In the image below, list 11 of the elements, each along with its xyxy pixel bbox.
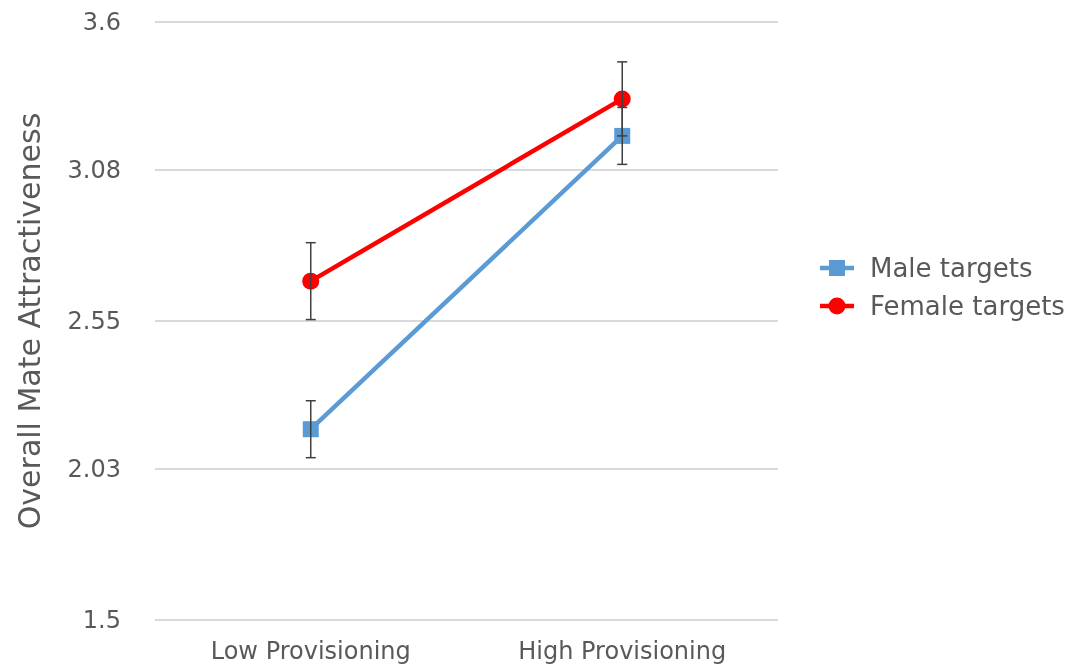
x-tick-label: Low Provisioning (210, 637, 411, 665)
y-tick-label: 1.5 (82, 606, 121, 635)
legend-label: Female targets (870, 291, 1065, 322)
y-tick-label: 3.6 (82, 8, 121, 37)
legend-label: Male targets (870, 253, 1033, 284)
y-tick-label: 3.08 (67, 156, 121, 185)
y-tick-label: 2.55 (67, 307, 121, 336)
y-tick-label: 2.03 (67, 455, 121, 484)
x-tick-label: High Provisioning (518, 637, 727, 665)
y-axis-title: Overall Mate Attractiveness (12, 112, 47, 530)
point (613, 90, 631, 108)
